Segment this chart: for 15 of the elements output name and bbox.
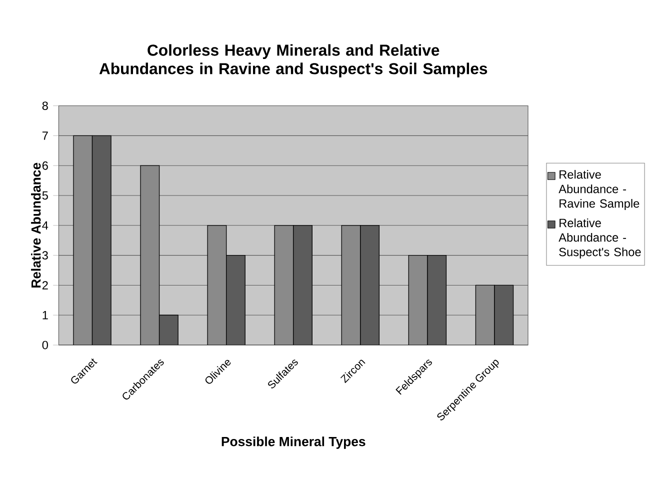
y-tick-label: 2 bbox=[42, 280, 48, 290]
y-tick-label: 5 bbox=[42, 191, 48, 200]
y-tick-label: 6 bbox=[42, 161, 48, 170]
x-axis-title: Possible Mineral Types bbox=[222, 436, 366, 449]
y-tick-label: 4 bbox=[42, 221, 48, 230]
y-axis-title: Relative Abundance bbox=[31, 162, 41, 288]
y-tick-label: 7 bbox=[42, 131, 48, 140]
y-tick-label: 3 bbox=[42, 250, 48, 260]
y-tick-label: 8 bbox=[42, 101, 48, 110]
y-tick-label: 1 bbox=[42, 310, 48, 320]
bar bbox=[158, 314, 178, 345]
legend-label: Relative Abundance - Ravine Sample bbox=[558, 170, 640, 210]
y-tick-label: 0 bbox=[42, 340, 48, 350]
legend-label: Relative Abundance - Suspect's Shoe bbox=[558, 218, 641, 258]
chart-title: Colorless Heavy Minerals and Relative Abundances in Ravine and Suspect's Soil Samples bbox=[99, 44, 488, 78]
